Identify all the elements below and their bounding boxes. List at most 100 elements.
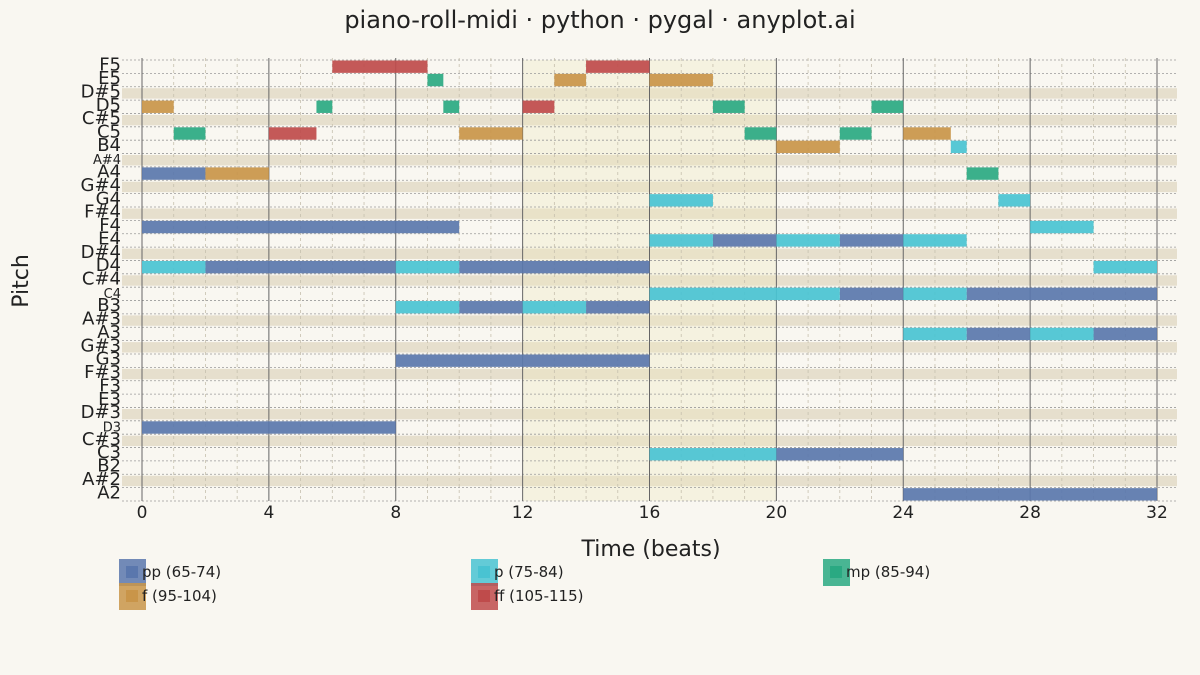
note-ff-C5-0 <box>268 127 317 140</box>
note-f-D5-0 <box>142 100 174 113</box>
y-tick-label: C#3 <box>82 429 121 450</box>
x-tick-label: 28 <box>1019 503 1041 523</box>
note-p-E4-7 <box>903 234 967 247</box>
y-tick-label: C5 <box>97 122 121 143</box>
note-pp-E4-8 <box>712 234 777 247</box>
y-tick-label: F4 <box>99 215 121 236</box>
note-p-E4-5 <box>649 234 713 247</box>
legend-label: p (75-84) <box>494 563 564 581</box>
note-f-C5-6 <box>903 127 951 140</box>
note-p-G4-4 <box>649 194 713 207</box>
y-tick-label: E3 <box>98 389 121 410</box>
legend-item: p (75-84) <box>471 559 564 586</box>
note-pp-C4-11 <box>839 287 904 301</box>
y-tick-label: A#3 <box>82 309 121 330</box>
note-f-E5-3 <box>554 73 587 87</box>
legend-item: f (95-104) <box>119 583 217 610</box>
y-tick-label: E4 <box>98 228 121 249</box>
y-tick-label: A#2 <box>82 469 121 490</box>
note-pp-A3-13 <box>966 327 1031 341</box>
legend-item: ff (105-115) <box>471 583 583 610</box>
note-f-B4-5 <box>776 140 840 154</box>
chart-title: piano-roll-midi · python · pygal · anypl… <box>344 6 855 34</box>
note-pp-D4-3 <box>459 260 650 274</box>
note-p-A3-16 <box>1030 327 1094 341</box>
y-tick-label: D3 <box>103 421 121 436</box>
note-p-B4-11 <box>950 140 967 154</box>
y-tick-label: A#4 <box>93 153 121 168</box>
note-pp-B3-7 <box>586 301 650 314</box>
y-tick-label: A3 <box>97 322 121 343</box>
note-mp-C5-5 <box>744 127 777 140</box>
y-tick-label: C3 <box>97 442 121 463</box>
legend-swatch-inner <box>478 566 490 578</box>
y-tick-label: G#4 <box>81 175 121 196</box>
note-pp-A3-14 <box>1093 327 1157 341</box>
note-mp-E5-2 <box>427 73 444 87</box>
y-tick-label: D5 <box>96 95 121 116</box>
x-tick-label: 0 <box>137 503 148 523</box>
y-tick-label: B3 <box>97 295 121 316</box>
note-ff-F5-1 <box>332 60 428 73</box>
legend-label: ff (105-115) <box>494 587 583 605</box>
plot-area: 0 4 8 12 16 20 24 28 32A2A#2B2C3C#3D3D#3E3F3F#3G… <box>81 55 1177 523</box>
y-tick-label: C#4 <box>82 269 121 290</box>
x-tick-label: 12 <box>512 503 534 523</box>
note-pp-A2-15 <box>903 488 1157 501</box>
note-p-D4-0 <box>142 260 206 274</box>
note-pp-D4-2 <box>205 260 396 274</box>
x-tick-label: 24 <box>892 503 914 523</box>
note-pp-B3-6 <box>459 301 523 314</box>
x-tick-label: 32 <box>1146 503 1168 523</box>
note-p-D4-1 <box>395 260 460 274</box>
y-tick-label: F#4 <box>84 202 121 223</box>
y-tick-label: A4 <box>97 162 121 183</box>
legend-swatch-inner <box>478 590 490 602</box>
y-tick-label: G#3 <box>81 335 121 356</box>
note-p-C4-8 <box>649 287 840 301</box>
y-tick-label: C#5 <box>82 108 121 129</box>
x-tick-label: 8 <box>390 503 401 523</box>
note-mp-C5-0 <box>173 127 206 140</box>
note-mp-D5-1 <box>316 100 333 113</box>
note-mp-C5-6 <box>839 127 872 140</box>
legend-label: f (95-104) <box>142 587 217 605</box>
y-tick-label: D4 <box>96 255 121 276</box>
note-p-C4-9 <box>903 287 967 301</box>
x-axis-title: Time (beats) <box>580 537 720 562</box>
y-tick-label: D#4 <box>81 242 121 263</box>
note-pp-C3-10 <box>776 448 904 461</box>
x-tick-label: 20 <box>766 503 788 523</box>
note-ff-F5-3 <box>586 60 650 73</box>
y-tick-label: B4 <box>97 135 121 156</box>
note-p-A3-15 <box>903 327 967 341</box>
note-pp-C4-12 <box>966 287 1157 301</box>
legend-label: mp (85-94) <box>846 563 930 581</box>
note-mp-D5-4 <box>712 100 745 113</box>
y-tick-label: A2 <box>97 482 121 503</box>
note-p-G4-12 <box>998 194 1031 207</box>
note-mp-D5-7 <box>871 100 904 113</box>
note-p-C3-10 <box>649 448 777 461</box>
y-tick-label: F#3 <box>84 362 121 383</box>
legend-swatch-inner <box>830 566 842 578</box>
note-p-E4-6 <box>776 234 840 247</box>
legend-item: mp (85-94) <box>823 559 930 586</box>
note-p-D4-14 <box>1093 260 1157 274</box>
y-tick-label: G4 <box>96 188 121 209</box>
x-tick-label: 4 <box>263 503 274 523</box>
note-pp-E4-9 <box>839 234 904 247</box>
note-f-A4-1 <box>205 167 269 180</box>
note-pp-F4-1 <box>142 220 460 234</box>
y-tick-label: C4 <box>104 287 121 302</box>
legend-label: pp (65-74) <box>142 563 221 581</box>
y-axis-title: Pitch <box>9 254 34 308</box>
note-mp-A4-8 <box>966 167 999 180</box>
note-mp-D5-3 <box>443 100 460 113</box>
x-tick-label: 16 <box>639 503 661 523</box>
y-tick-label: F5 <box>99 55 121 76</box>
note-f-C5-2 <box>459 127 523 140</box>
note-pp-G3-5 <box>395 354 650 367</box>
legend-item: pp (65-74) <box>119 559 221 586</box>
y-tick-label: D#3 <box>81 402 121 423</box>
